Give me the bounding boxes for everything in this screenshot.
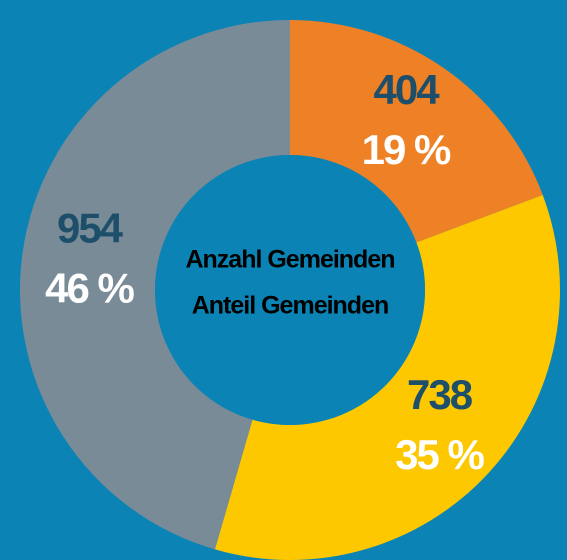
percent-label: 19 % — [362, 126, 451, 173]
slice — [290, 20, 543, 243]
percent-label: 35 % — [395, 431, 484, 478]
count-label: 954 — [57, 205, 124, 252]
center-label: Anteil Gemeinden — [192, 292, 389, 320]
count-label: 404 — [374, 66, 441, 113]
percent-label: 46 % — [45, 265, 134, 312]
donut-hole — [155, 155, 425, 425]
count-label: 738 — [407, 371, 473, 418]
slice — [214, 194, 561, 560]
slice — [20, 19, 291, 550]
center-label: Anzahl Gemeinden — [185, 246, 394, 274]
